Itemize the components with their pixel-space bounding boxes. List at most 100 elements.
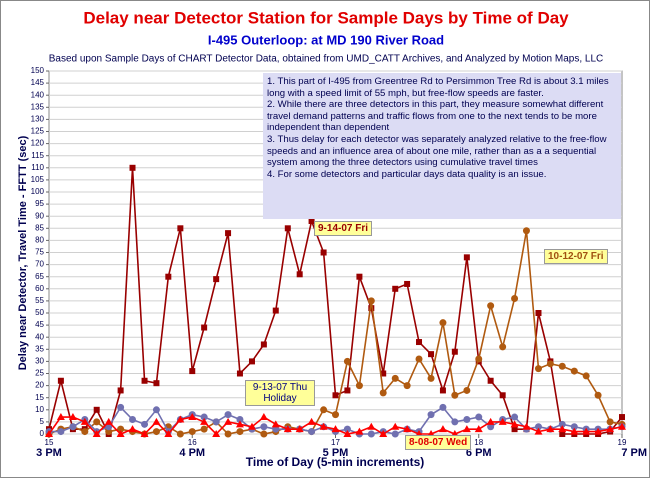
data-point [164,430,173,437]
data-point [153,380,160,387]
data-point [247,422,256,430]
data-point [403,382,411,390]
y-tick-label: 120 [31,139,45,148]
data-point [355,427,364,435]
data-point [534,423,542,431]
y-tick-label: 95 [35,199,44,208]
y-tick-label: 55 [35,296,44,305]
series-label: 9-14-07 Fri [314,221,373,236]
hour-label: 5 PM [323,447,349,459]
data-point [367,430,375,438]
hour-label: 4 PM [179,447,205,459]
data-point [546,360,554,368]
data-point [93,406,100,413]
data-point [606,418,614,426]
data-point [45,430,53,437]
data-point [451,391,459,399]
y-tick-label: 80 [35,236,44,245]
data-point [213,276,220,283]
data-point [511,413,519,421]
y-tick-label: 5 [40,417,45,426]
data-point [69,423,77,431]
y-tick-label: 125 [31,127,45,136]
y-tick-label: 65 [35,272,44,281]
data-point [343,357,351,365]
data-point [463,415,471,423]
data-point [201,324,208,331]
data-point [380,370,387,377]
y-tick-label: 35 [35,344,44,353]
data-point [236,415,244,423]
data-point [462,425,471,433]
series-label: 10-12-07 Fri [544,249,608,264]
data-point [152,417,161,425]
data-point [451,418,459,426]
data-point [152,406,160,414]
data-point [116,430,125,437]
data-point [474,425,483,433]
data-point [344,387,351,394]
y-tick-label: 70 [35,260,44,269]
data-point [188,413,197,421]
data-point [619,414,625,421]
y-tick-label: 10 [35,405,44,414]
data-point [535,310,542,316]
data-point [438,425,447,433]
data-point [331,425,340,433]
data-point [559,431,566,437]
data-point [558,362,566,370]
data-point [189,368,196,375]
data-point [200,417,209,425]
data-point [439,403,447,411]
data-point [368,305,375,312]
data-point [379,430,388,437]
data-point [225,230,232,237]
data-point [104,417,113,425]
data-point [439,387,446,394]
hour-label: 7 PM [621,447,647,459]
y-tick-label: 25 [35,369,44,378]
data-point [343,430,352,437]
data-point [451,348,458,355]
data-point [283,425,292,433]
y-tick-label: 50 [35,308,44,317]
data-point [235,420,244,428]
data-point [260,430,268,438]
data-point [176,415,185,423]
data-point [296,271,303,278]
data-point [427,411,435,419]
data-point [486,417,495,425]
y-tick-label: 20 [35,381,44,390]
data-point [499,392,506,399]
y-tick-label: 30 [35,357,44,366]
data-point [224,430,232,438]
data-point [606,425,615,433]
x-tick-label: 18 [474,438,483,447]
chart-title: Delay near Detector Station for Sample D… [83,8,569,27]
note-item: 3. Thus delay for each detector was sepa… [267,133,607,169]
data-point [367,297,375,305]
data-point [141,377,148,384]
data-point [128,425,137,433]
data-point [308,218,315,225]
data-point [236,370,243,377]
data-point [57,428,65,436]
y-axis-label: Delay near Detector, Travel Time - FFTT … [17,135,29,370]
data-point [416,339,423,346]
y-tick-label: 60 [35,284,44,293]
data-point [81,428,89,436]
data-point [522,227,530,235]
data-point [212,418,220,426]
data-point [558,425,567,433]
data-point [511,426,518,433]
data-point [391,430,399,438]
data-point [522,422,531,430]
data-point [594,427,603,435]
data-point [307,417,316,425]
data-point [558,420,566,428]
note-item: 4. For some detectors and particular day… [267,168,547,180]
data-point [487,423,495,431]
data-point [570,423,578,431]
data-point [319,422,328,430]
